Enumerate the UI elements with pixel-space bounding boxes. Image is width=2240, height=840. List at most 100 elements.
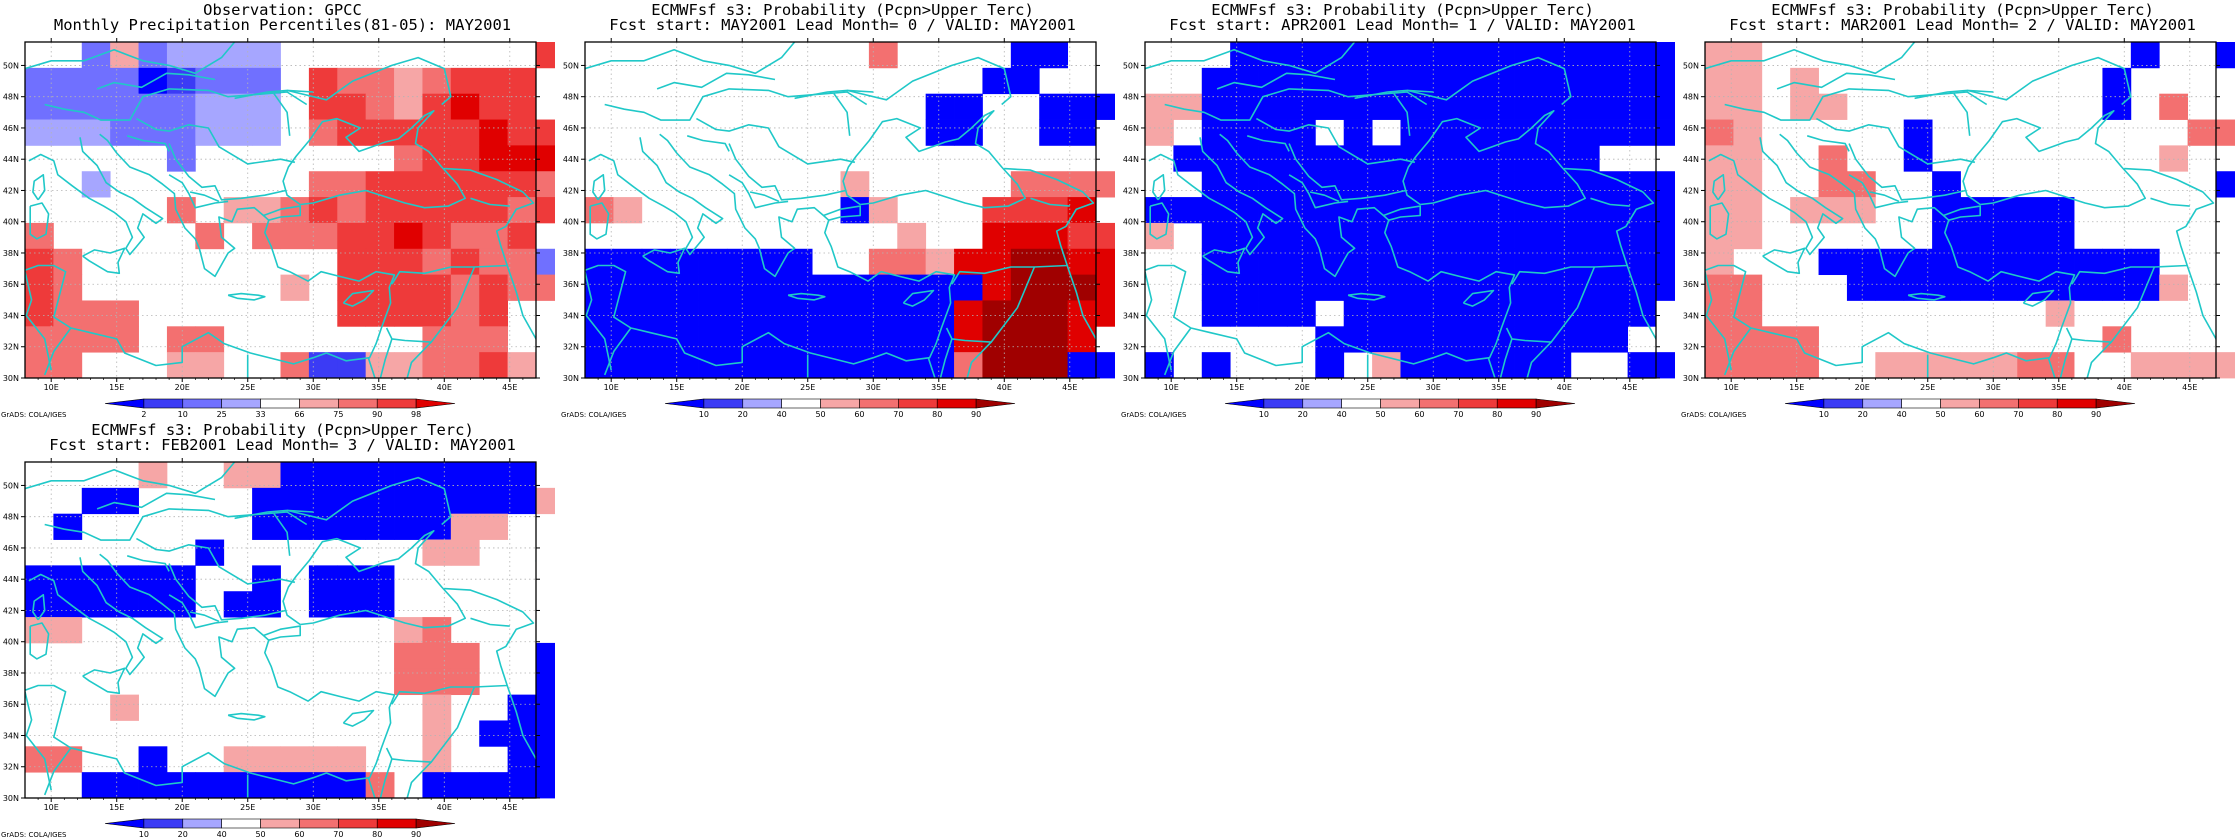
data-cell [1485, 171, 1515, 198]
colorbar-label: 10 [1819, 410, 1829, 419]
data-cell [422, 352, 452, 379]
data-cell [812, 352, 841, 379]
data-cell [337, 772, 367, 799]
data-cell [1230, 300, 1259, 327]
data-cell [1988, 352, 2018, 379]
data-cell [110, 694, 139, 721]
data-cell [1932, 171, 1961, 198]
data-cell [1286, 42, 1316, 69]
data-cell [450, 352, 480, 379]
lon-tick-label: 10E [1724, 383, 1739, 392]
colorbar-label: 90 [1531, 410, 1541, 419]
colorbar-label: 10 [699, 410, 709, 419]
data-cell [450, 668, 480, 696]
colorbar-label: 20 [738, 410, 748, 419]
colorbar-swatch [260, 818, 300, 829]
data-cell [670, 274, 699, 301]
data-cell [337, 462, 367, 489]
data-cell [1733, 145, 1763, 172]
data-cell [422, 642, 452, 670]
data-cell [1400, 67, 1430, 95]
data-cell [1372, 145, 1401, 172]
data-cell [1457, 222, 1487, 250]
colorbar-swatch [104, 818, 145, 829]
data-cell [450, 222, 480, 250]
data-cell [1514, 222, 1543, 250]
colorbar-label: 90 [372, 410, 382, 419]
data-cell [641, 352, 671, 379]
data-cell [252, 591, 281, 618]
data-cell [1733, 300, 1763, 327]
data-cell [308, 197, 338, 224]
data-cell [1010, 352, 1040, 379]
data-cell [1599, 42, 1629, 69]
colorbar-swatch [820, 398, 860, 409]
lon-tick-label: 30E [1986, 383, 2001, 392]
data-cell [25, 119, 54, 146]
data-cells [25, 462, 555, 799]
data-cell [2102, 326, 2132, 353]
data-cell [1010, 67, 1040, 95]
lon-tick-label: 45E [502, 803, 517, 812]
colorbar-swatch [415, 398, 456, 409]
data-cell [1818, 145, 1848, 172]
data-cell [1790, 197, 1819, 224]
lon-tick-label: 40E [1557, 383, 1572, 392]
data-cell [1372, 42, 1401, 69]
data-cell [479, 119, 509, 146]
data-cell [1656, 119, 1675, 146]
lat-tick-label: 36N [1683, 280, 1699, 289]
lat-tick-label: 50N [3, 481, 19, 490]
lat-tick-label: 32N [563, 343, 579, 352]
lat-tick-label: 50N [1683, 61, 1699, 70]
data-cell [982, 326, 1012, 353]
lat-tick-label: 46N [563, 124, 579, 133]
data-cell [1733, 197, 1763, 224]
data-cell [1733, 119, 1763, 146]
data-cell [1514, 67, 1543, 95]
colorbar-label: 25 [217, 410, 227, 419]
lat-tick-label: 30N [1123, 374, 1139, 383]
data-cell [450, 67, 480, 95]
coastlines [1145, 42, 1656, 378]
data-cell [1733, 42, 1763, 69]
data-cell [2017, 248, 2047, 276]
data-cell [422, 513, 452, 540]
data-cell [1457, 248, 1487, 276]
coastlines [585, 42, 1096, 378]
colorbar-swatch [742, 398, 782, 409]
data-cell [2187, 119, 2217, 146]
data-cell [1542, 171, 1572, 198]
lon-tick-label: 10E [44, 803, 59, 812]
data-cell [1096, 300, 1115, 327]
colorbar-swatch [1979, 398, 2019, 409]
data-cell [81, 487, 111, 515]
data-cell [1067, 352, 1097, 379]
colorbar-swatch [2095, 398, 2136, 409]
colorbar-swatch [143, 398, 184, 409]
data-cell [1542, 274, 1572, 301]
data-cell [53, 119, 83, 146]
lon-tick-label: 10E [604, 383, 619, 392]
data-cell [2045, 197, 2075, 224]
lat-tick-label: 40N [563, 218, 579, 227]
panel-subtitle: Fcst start: APR2001 Lead Month= 1 / VALI… [1169, 16, 1636, 34]
data-cell [53, 67, 83, 95]
colorbar-label: 90 [411, 830, 421, 839]
data-cell [479, 487, 509, 515]
lat-tick-label: 32N [3, 763, 19, 772]
data-cell [613, 197, 643, 224]
colorbar-swatch [1784, 398, 1825, 409]
lat-tick-label: 42N [563, 186, 579, 195]
data-cell [280, 462, 310, 489]
colorbar-label: 98 [411, 410, 421, 419]
lat-tick-label: 36N [3, 700, 19, 709]
data-cell [755, 274, 785, 301]
data-cell [280, 746, 310, 773]
lon-tick-label: 45E [1622, 383, 1637, 392]
data-cell [308, 565, 338, 592]
data-cell [1372, 300, 1401, 327]
data-cell [1428, 274, 1458, 301]
data-cell [1096, 352, 1115, 379]
data-cell [1258, 93, 1288, 120]
